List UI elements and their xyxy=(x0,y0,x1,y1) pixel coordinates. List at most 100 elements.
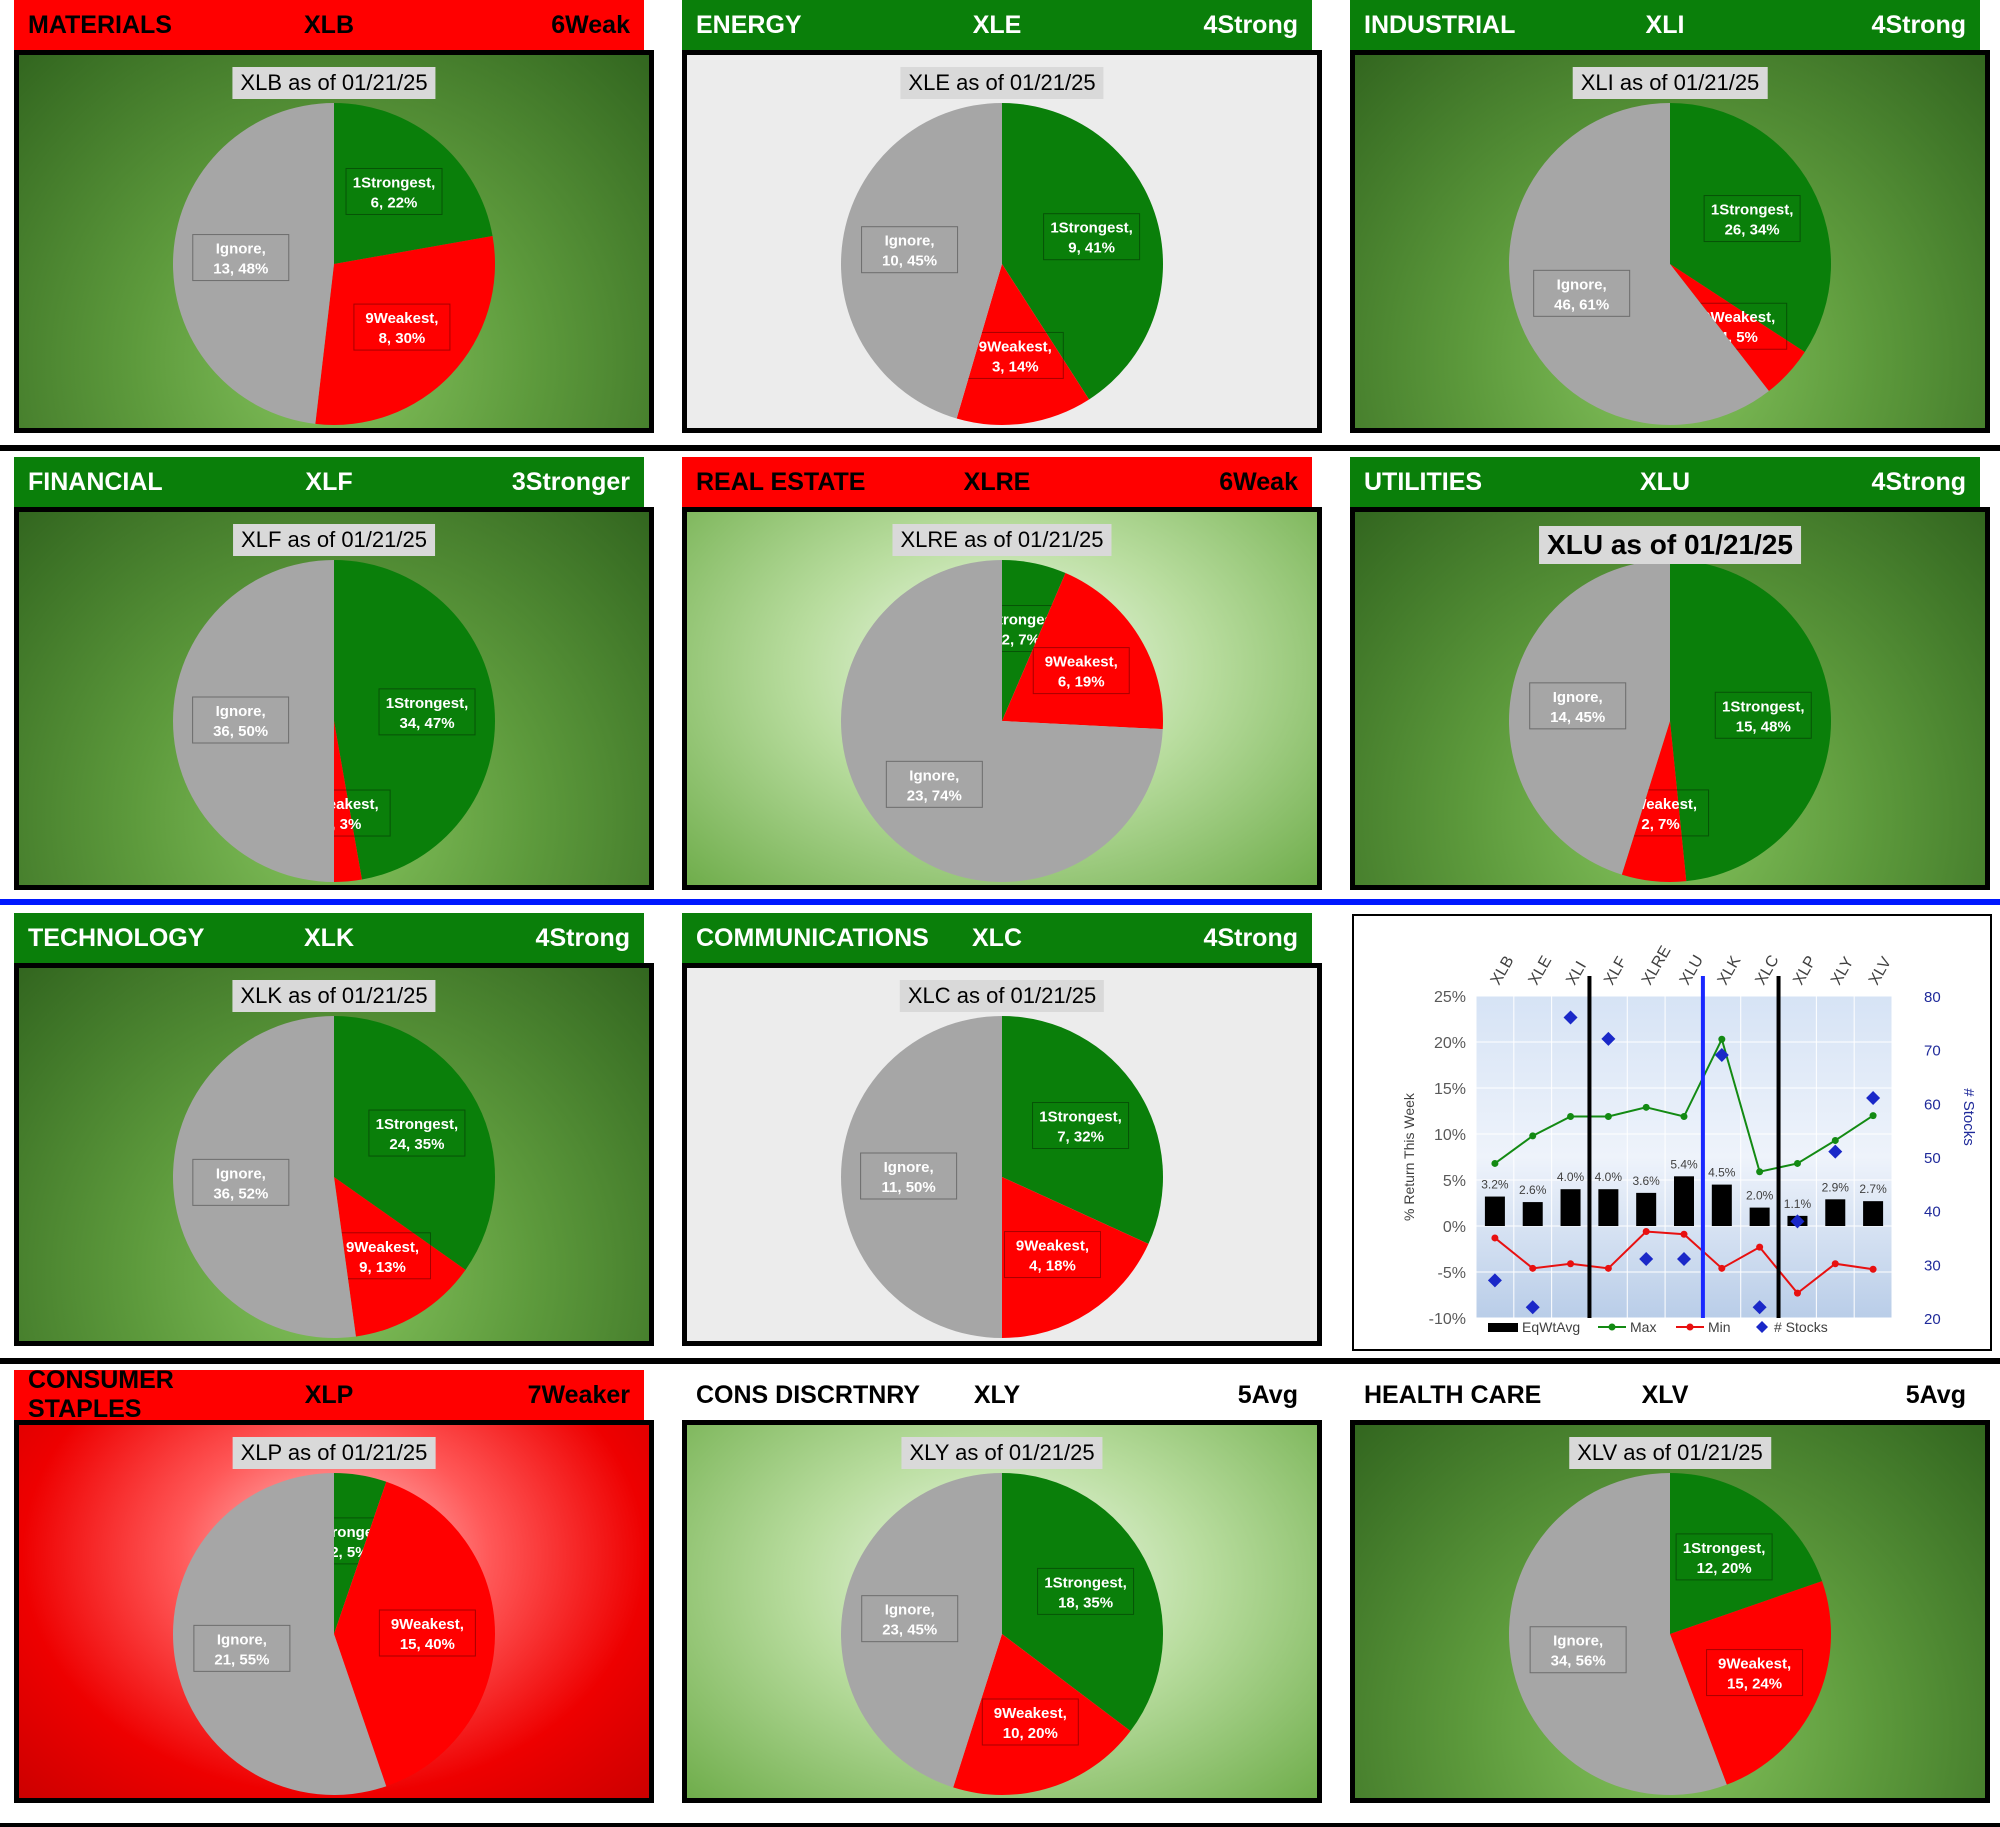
xlb-slice-weakest xyxy=(315,236,495,425)
xlre-slice-label-ignore: Ignore, 23, 74% xyxy=(885,760,983,808)
xlc-slice-ignore xyxy=(841,1016,1002,1338)
xlk-slice-strongest xyxy=(334,1016,496,1270)
bar-data-label: 2.0% xyxy=(1746,1189,1774,1203)
xlk-slice-label-ignore: Ignore, 36, 52% xyxy=(192,1158,290,1206)
xlf-slice-value: 34, 47% xyxy=(400,715,455,732)
xlu-slice-value: 14, 45% xyxy=(1550,709,1605,726)
xli-slice-value: 46, 61% xyxy=(1554,296,1609,313)
xlre-pie-chart: 1Strongest,2, 7%9Weakest,6, 19%Ignore,23… xyxy=(841,560,1163,882)
max-point xyxy=(1756,1168,1764,1176)
xlc-slice-weakest xyxy=(1002,1177,1149,1338)
min-point xyxy=(1680,1230,1688,1238)
xli-pie-panel: 1Strongest, 26, 34% 9Weakest, 4, 5% Ignore, 4… xyxy=(1350,50,1990,433)
y2-axis-title: # Stocks xyxy=(1960,1088,1977,1146)
xly-banner: CONS DISCRTNRY XLY 5Avg xyxy=(682,1370,1312,1420)
xle-slice-name: 9Weakest, xyxy=(979,338,1052,355)
xlk-pie-panel: 1Strongest, 24, 35% 9Weakest, 9, 13% Ignore,… xyxy=(14,963,654,1346)
xlv-banner-rank: 5Avg xyxy=(1905,1380,1966,1409)
xlb-banner: MATERIALS XLB 6Weak xyxy=(14,0,644,50)
xly-slice-name: 9Weakest, xyxy=(994,1705,1067,1722)
xlk-slice-ignore xyxy=(172,1016,356,1338)
xlf-slice-strongest xyxy=(334,560,495,880)
xlu-pie-title: XLU as of 01/21/25 xyxy=(1539,526,1801,564)
row-separator-3 xyxy=(0,1358,2000,1364)
max-point xyxy=(1680,1113,1688,1121)
xly-slice-strongest xyxy=(1002,1473,1163,1732)
xli-pie-title: XLI as of 01/21/25 xyxy=(1572,67,1768,99)
xle-slice-name: 1Strongest, xyxy=(1050,220,1133,237)
xlp-slice-value: 15, 40% xyxy=(400,1636,455,1653)
xly-slice-value: 10, 20% xyxy=(1003,1725,1058,1742)
xlv-banner-name: HEALTH CARE xyxy=(1364,1380,1542,1409)
xlf-slice-label-ignore: Ignore, 36, 50% xyxy=(192,696,290,744)
xlv-slice-label-ignore: Ignore, 34, 56% xyxy=(1529,1626,1627,1674)
y2-tick-label: 20 xyxy=(1924,1311,1941,1328)
y2-tick-label: 70 xyxy=(1924,1043,1941,1060)
legend-min: Min xyxy=(1708,1319,1731,1335)
xly-banner-rank: 5Avg xyxy=(1237,1380,1298,1409)
xlv-slice-value: 15, 24% xyxy=(1727,1676,1782,1693)
xlp-banner-name: CONSUMER STAPLES xyxy=(28,1366,174,1423)
xlb-slice-name: 9Weakest, xyxy=(365,310,438,327)
min-point xyxy=(1529,1264,1537,1272)
xlp-banner-rank: 7Weaker xyxy=(527,1380,630,1409)
xli-slice-ignore xyxy=(1509,103,1769,426)
xlre-slice-name: Ignore, xyxy=(909,767,959,784)
bar-eqwtavg xyxy=(1711,1184,1732,1226)
x-category-label: XLF xyxy=(1601,954,1631,988)
xlp-slice-name: Ignore, xyxy=(217,1631,267,1648)
x-category-label: XLV xyxy=(1866,954,1895,988)
row-separator-1 xyxy=(0,445,2000,451)
x-category-label: XLI xyxy=(1563,959,1590,988)
xlp-pie-title: XLP as of 01/21/25 xyxy=(232,1437,436,1469)
xlc-banner-tick: XLC xyxy=(972,923,1022,952)
xlb-slice-ignore xyxy=(172,103,334,424)
min-point xyxy=(1491,1234,1499,1242)
xlc-slice-name: 9Weakest, xyxy=(1016,1238,1089,1255)
xlk-slice-value: 24, 35% xyxy=(389,1136,444,1153)
y-tick-label: 20% xyxy=(1434,1035,1466,1052)
xlc-slice-strongest xyxy=(1002,1016,1163,1244)
y-tick-label: 0% xyxy=(1443,1219,1466,1236)
xli-slice-name: Ignore, xyxy=(1557,276,1607,293)
xlu-slice-name: Ignore, xyxy=(1553,689,1603,706)
xlk-banner-name: TECHNOLOGY xyxy=(28,923,205,952)
xlf-banner-name: FINANCIAL xyxy=(28,467,163,496)
xlu-banner: UTILITIES XLU 4Strong xyxy=(1350,457,1980,507)
xlu-slice-value: 2, 7% xyxy=(1641,816,1679,833)
xlb-banner-tick: XLB xyxy=(304,10,354,39)
bar-eqwtavg xyxy=(1636,1192,1657,1226)
max-point xyxy=(1529,1132,1537,1140)
summary-chart-panel: 25% 20% 15% 10% 5% 0% -5% -10% 80 70 60 50 40 30 20 XLB… xyxy=(1352,914,1992,1351)
xlre-slice-name: 9Weakest, xyxy=(1045,654,1118,671)
x-category-label: XLE xyxy=(1525,953,1555,988)
bar-data-label: 3.6% xyxy=(1633,1174,1661,1188)
xlu-slice-ignore xyxy=(1509,560,1670,875)
xlv-slice-label-strongest: 1Strongest, 12, 20% xyxy=(1675,1533,1773,1581)
xlp-pie-chart: 1Strongest,2, 5%9Weakest,15, 40%Ignore,2… xyxy=(172,1473,496,1795)
xle-banner-rank: 4Strong xyxy=(1203,10,1298,39)
xlk-banner-rank: 4Strong xyxy=(535,923,630,952)
xlb-slice-name: Ignore, xyxy=(216,241,266,258)
xlf-pie-chart: 1Strongest,34, 47%9Weakest,2, 3%Ignore,3… xyxy=(173,560,495,882)
max-point xyxy=(1718,1035,1726,1043)
xlv-pie-panel: 1Strongest, 12, 20% 9Weakest, 15, 24% Ignore… xyxy=(1350,1420,1990,1803)
xlu-slice-strongest xyxy=(1670,560,1831,882)
xlu-banner-name: UTILITIES xyxy=(1364,467,1483,496)
xli-banner: INDUSTRIAL XLI 4Strong xyxy=(1350,0,1980,50)
xlp-slice-strongest xyxy=(334,1473,387,1634)
xlu-pie-chart: 1Strongest,15, 48%9Weakest,2, 7%Ignore,1… xyxy=(1509,560,1831,882)
xle-pie-chart: 1Strongest, 9, 41% 9Weakest, 3, 14% Ignore, 1… xyxy=(841,103,1163,425)
xly-banner-name: CONS DISCRTNRY xyxy=(696,1380,921,1409)
xlb-pie-title: XLB as of 01/21/25 xyxy=(232,67,436,99)
y-tick-label: -10% xyxy=(1429,1311,1466,1328)
xle-banner: ENERGY XLE 4Strong xyxy=(682,0,1312,50)
xli-slice-name: 1Strongest, xyxy=(1711,202,1794,219)
stocks-point xyxy=(1828,1144,1843,1159)
bar-eqwtavg xyxy=(1825,1199,1846,1226)
bar-eqwtavg xyxy=(1674,1176,1694,1226)
bar-eqwtavg xyxy=(1749,1207,1770,1226)
min-point xyxy=(1869,1265,1877,1273)
min-point xyxy=(1604,1264,1612,1272)
bar-eqwtavg xyxy=(1522,1202,1543,1226)
